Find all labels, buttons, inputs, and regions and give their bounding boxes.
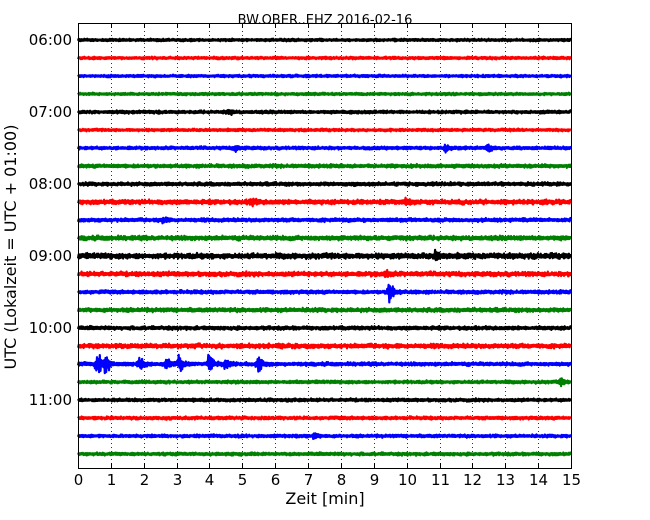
x-tick-label: 8: [337, 471, 347, 489]
x-tick-label: 3: [173, 471, 183, 489]
trace-line: [76, 234, 573, 242]
x-tick-label: 5: [238, 471, 248, 489]
y-tick-label: 06:00: [29, 31, 72, 49]
y-tick-label: 07:00: [29, 103, 72, 121]
chart-title: BW.OBER..EHZ 2016-02-16: [238, 13, 413, 28]
x-axis-ticks: 0 1 2 3 4 5 6 7 8 9 10 11 12 13 14 15: [74, 23, 581, 489]
trace-line: [76, 180, 573, 188]
trace-line: [76, 162, 573, 169]
seismic-traces: [76, 37, 573, 457]
trace-line: [76, 432, 573, 440]
trace-line: [76, 248, 573, 262]
trace-line: [76, 353, 573, 375]
trace-line: [76, 216, 573, 225]
trace-line: [76, 196, 573, 208]
y-tick-label: 08:00: [29, 175, 72, 193]
trace-line: [77, 451, 573, 457]
trace-line: [76, 324, 573, 332]
trace-line: [76, 55, 573, 61]
y-tick-label: 09:00: [29, 247, 72, 265]
x-tick-label: 0: [74, 471, 84, 489]
trace-line: [77, 108, 573, 116]
trace-line: [76, 268, 573, 279]
y-axis-label: UTC (Lokalzeit = UTC + 01:00): [1, 125, 20, 370]
x-tick-label: 9: [370, 471, 380, 489]
trace-line: [76, 143, 573, 154]
x-tick-label: 14: [529, 471, 548, 489]
x-tick-label: 2: [140, 471, 150, 489]
trace-line: [77, 283, 573, 304]
trace-line: [77, 73, 572, 79]
x-tick-label: 11: [431, 471, 450, 489]
trace-line: [77, 397, 573, 403]
x-tick-label: 4: [205, 471, 215, 489]
x-tick-label: 7: [304, 471, 314, 489]
y-tick-label: 10:00: [29, 319, 72, 337]
x-tick-label: 1: [107, 471, 117, 489]
trace-line: [77, 91, 573, 97]
x-axis-label: Zeit [min]: [285, 489, 364, 508]
x-tick-label: 13: [496, 471, 515, 489]
trace-line: [76, 37, 573, 43]
trace-line: [76, 306, 573, 314]
y-axis-ticks: 06:00 07:00 08:00 09:00 10:00 11:00: [29, 31, 571, 409]
x-tick-label: 15: [562, 471, 581, 489]
trace-line: [77, 127, 572, 133]
trace-line: [77, 415, 572, 421]
trace-line: [76, 377, 572, 388]
plot-frame: [78, 23, 572, 469]
trace-line: [76, 342, 573, 350]
y-tick-label: 11:00: [29, 391, 72, 409]
x-tick-label: 12: [463, 471, 482, 489]
x-tick-label: 6: [271, 471, 281, 489]
x-tick-label: 10: [398, 471, 417, 489]
